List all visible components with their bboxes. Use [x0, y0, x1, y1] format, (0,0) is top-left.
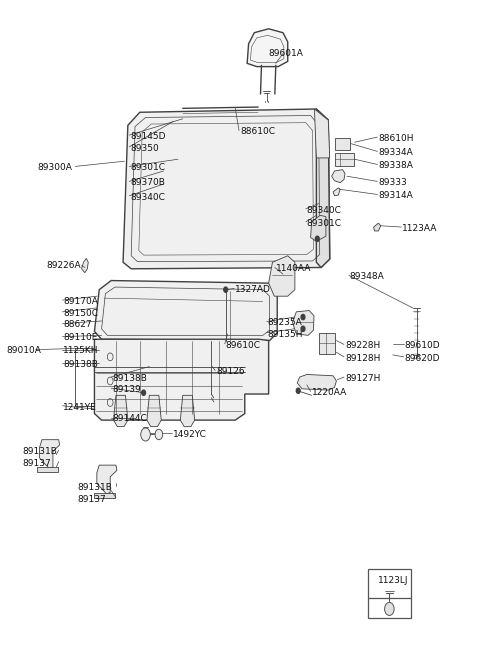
- Text: 89235A: 89235A: [268, 318, 302, 328]
- Polygon shape: [37, 467, 58, 472]
- Text: 1327AD: 1327AD: [235, 285, 271, 294]
- Text: 89601A: 89601A: [268, 49, 303, 58]
- Text: 89610D: 89610D: [405, 341, 440, 350]
- Text: 89620D: 89620D: [405, 354, 440, 363]
- Text: 88610C: 88610C: [240, 127, 275, 136]
- Text: 89135H: 89135H: [268, 329, 303, 339]
- Polygon shape: [332, 170, 345, 183]
- Text: 89334A: 89334A: [378, 148, 413, 157]
- Polygon shape: [95, 493, 115, 498]
- Text: 89314A: 89314A: [378, 191, 413, 200]
- Text: 89370B: 89370B: [130, 178, 165, 187]
- Circle shape: [384, 603, 394, 616]
- Circle shape: [142, 390, 145, 396]
- Polygon shape: [311, 215, 326, 242]
- Text: 89127H: 89127H: [345, 374, 380, 383]
- Circle shape: [301, 326, 305, 331]
- Polygon shape: [123, 109, 330, 269]
- Polygon shape: [297, 375, 336, 390]
- Text: 89301C: 89301C: [307, 219, 342, 228]
- Polygon shape: [247, 29, 288, 67]
- Text: 89226A: 89226A: [47, 261, 81, 270]
- Polygon shape: [95, 339, 269, 420]
- Text: 89301C: 89301C: [130, 163, 165, 172]
- Text: 89228H: 89228H: [345, 341, 380, 350]
- Circle shape: [155, 429, 163, 440]
- Text: 89128H: 89128H: [345, 354, 380, 363]
- Text: 89610C: 89610C: [226, 341, 261, 350]
- Bar: [368, 569, 411, 618]
- Text: 89150C: 89150C: [63, 309, 98, 318]
- Text: 89145D: 89145D: [130, 132, 166, 141]
- Text: 1220AA: 1220AA: [312, 388, 347, 397]
- Text: 1125KH: 1125KH: [63, 346, 99, 356]
- Polygon shape: [316, 109, 330, 267]
- Text: 89139: 89139: [112, 385, 141, 394]
- Circle shape: [224, 287, 228, 292]
- Circle shape: [296, 388, 300, 394]
- Polygon shape: [314, 109, 330, 158]
- Polygon shape: [39, 440, 60, 468]
- Circle shape: [141, 428, 150, 441]
- Polygon shape: [147, 396, 161, 426]
- Text: 89110E: 89110E: [63, 333, 98, 343]
- Text: 89131B: 89131B: [23, 447, 58, 456]
- Text: 89010A: 89010A: [6, 346, 41, 356]
- Text: 88610H: 88610H: [378, 134, 414, 143]
- Text: 89131B: 89131B: [78, 483, 113, 492]
- Polygon shape: [292, 310, 314, 335]
- Text: 1140AA: 1140AA: [276, 265, 311, 273]
- Text: 89138B: 89138B: [63, 360, 98, 369]
- Circle shape: [301, 314, 305, 320]
- Text: 88627: 88627: [63, 320, 92, 329]
- Text: 89137: 89137: [78, 495, 107, 504]
- Circle shape: [315, 236, 319, 242]
- Text: 89350: 89350: [130, 143, 159, 153]
- Text: 89138B: 89138B: [112, 374, 147, 383]
- Text: 89338A: 89338A: [378, 161, 413, 170]
- Text: 1123AA: 1123AA: [402, 224, 438, 233]
- Polygon shape: [114, 396, 128, 426]
- Polygon shape: [82, 258, 88, 272]
- Text: 89333: 89333: [378, 178, 407, 187]
- Text: 89300A: 89300A: [37, 163, 72, 172]
- Polygon shape: [269, 255, 295, 296]
- Polygon shape: [180, 396, 195, 426]
- Text: 89340C: 89340C: [130, 193, 165, 202]
- Text: 89170A: 89170A: [63, 297, 98, 306]
- Polygon shape: [95, 280, 277, 341]
- Text: 89340C: 89340C: [307, 206, 342, 215]
- Polygon shape: [336, 138, 350, 150]
- Text: 89126: 89126: [216, 367, 245, 377]
- Text: 1241YE: 1241YE: [63, 403, 97, 411]
- Text: 89137: 89137: [23, 458, 52, 468]
- Polygon shape: [333, 188, 340, 196]
- Polygon shape: [97, 465, 117, 494]
- Polygon shape: [336, 153, 354, 166]
- Text: 1123LJ: 1123LJ: [378, 576, 409, 585]
- Polygon shape: [373, 223, 381, 231]
- Text: 89348A: 89348A: [350, 272, 384, 281]
- Polygon shape: [319, 333, 336, 354]
- Text: 1492YC: 1492YC: [173, 430, 207, 439]
- Text: 89144C: 89144C: [112, 415, 147, 423]
